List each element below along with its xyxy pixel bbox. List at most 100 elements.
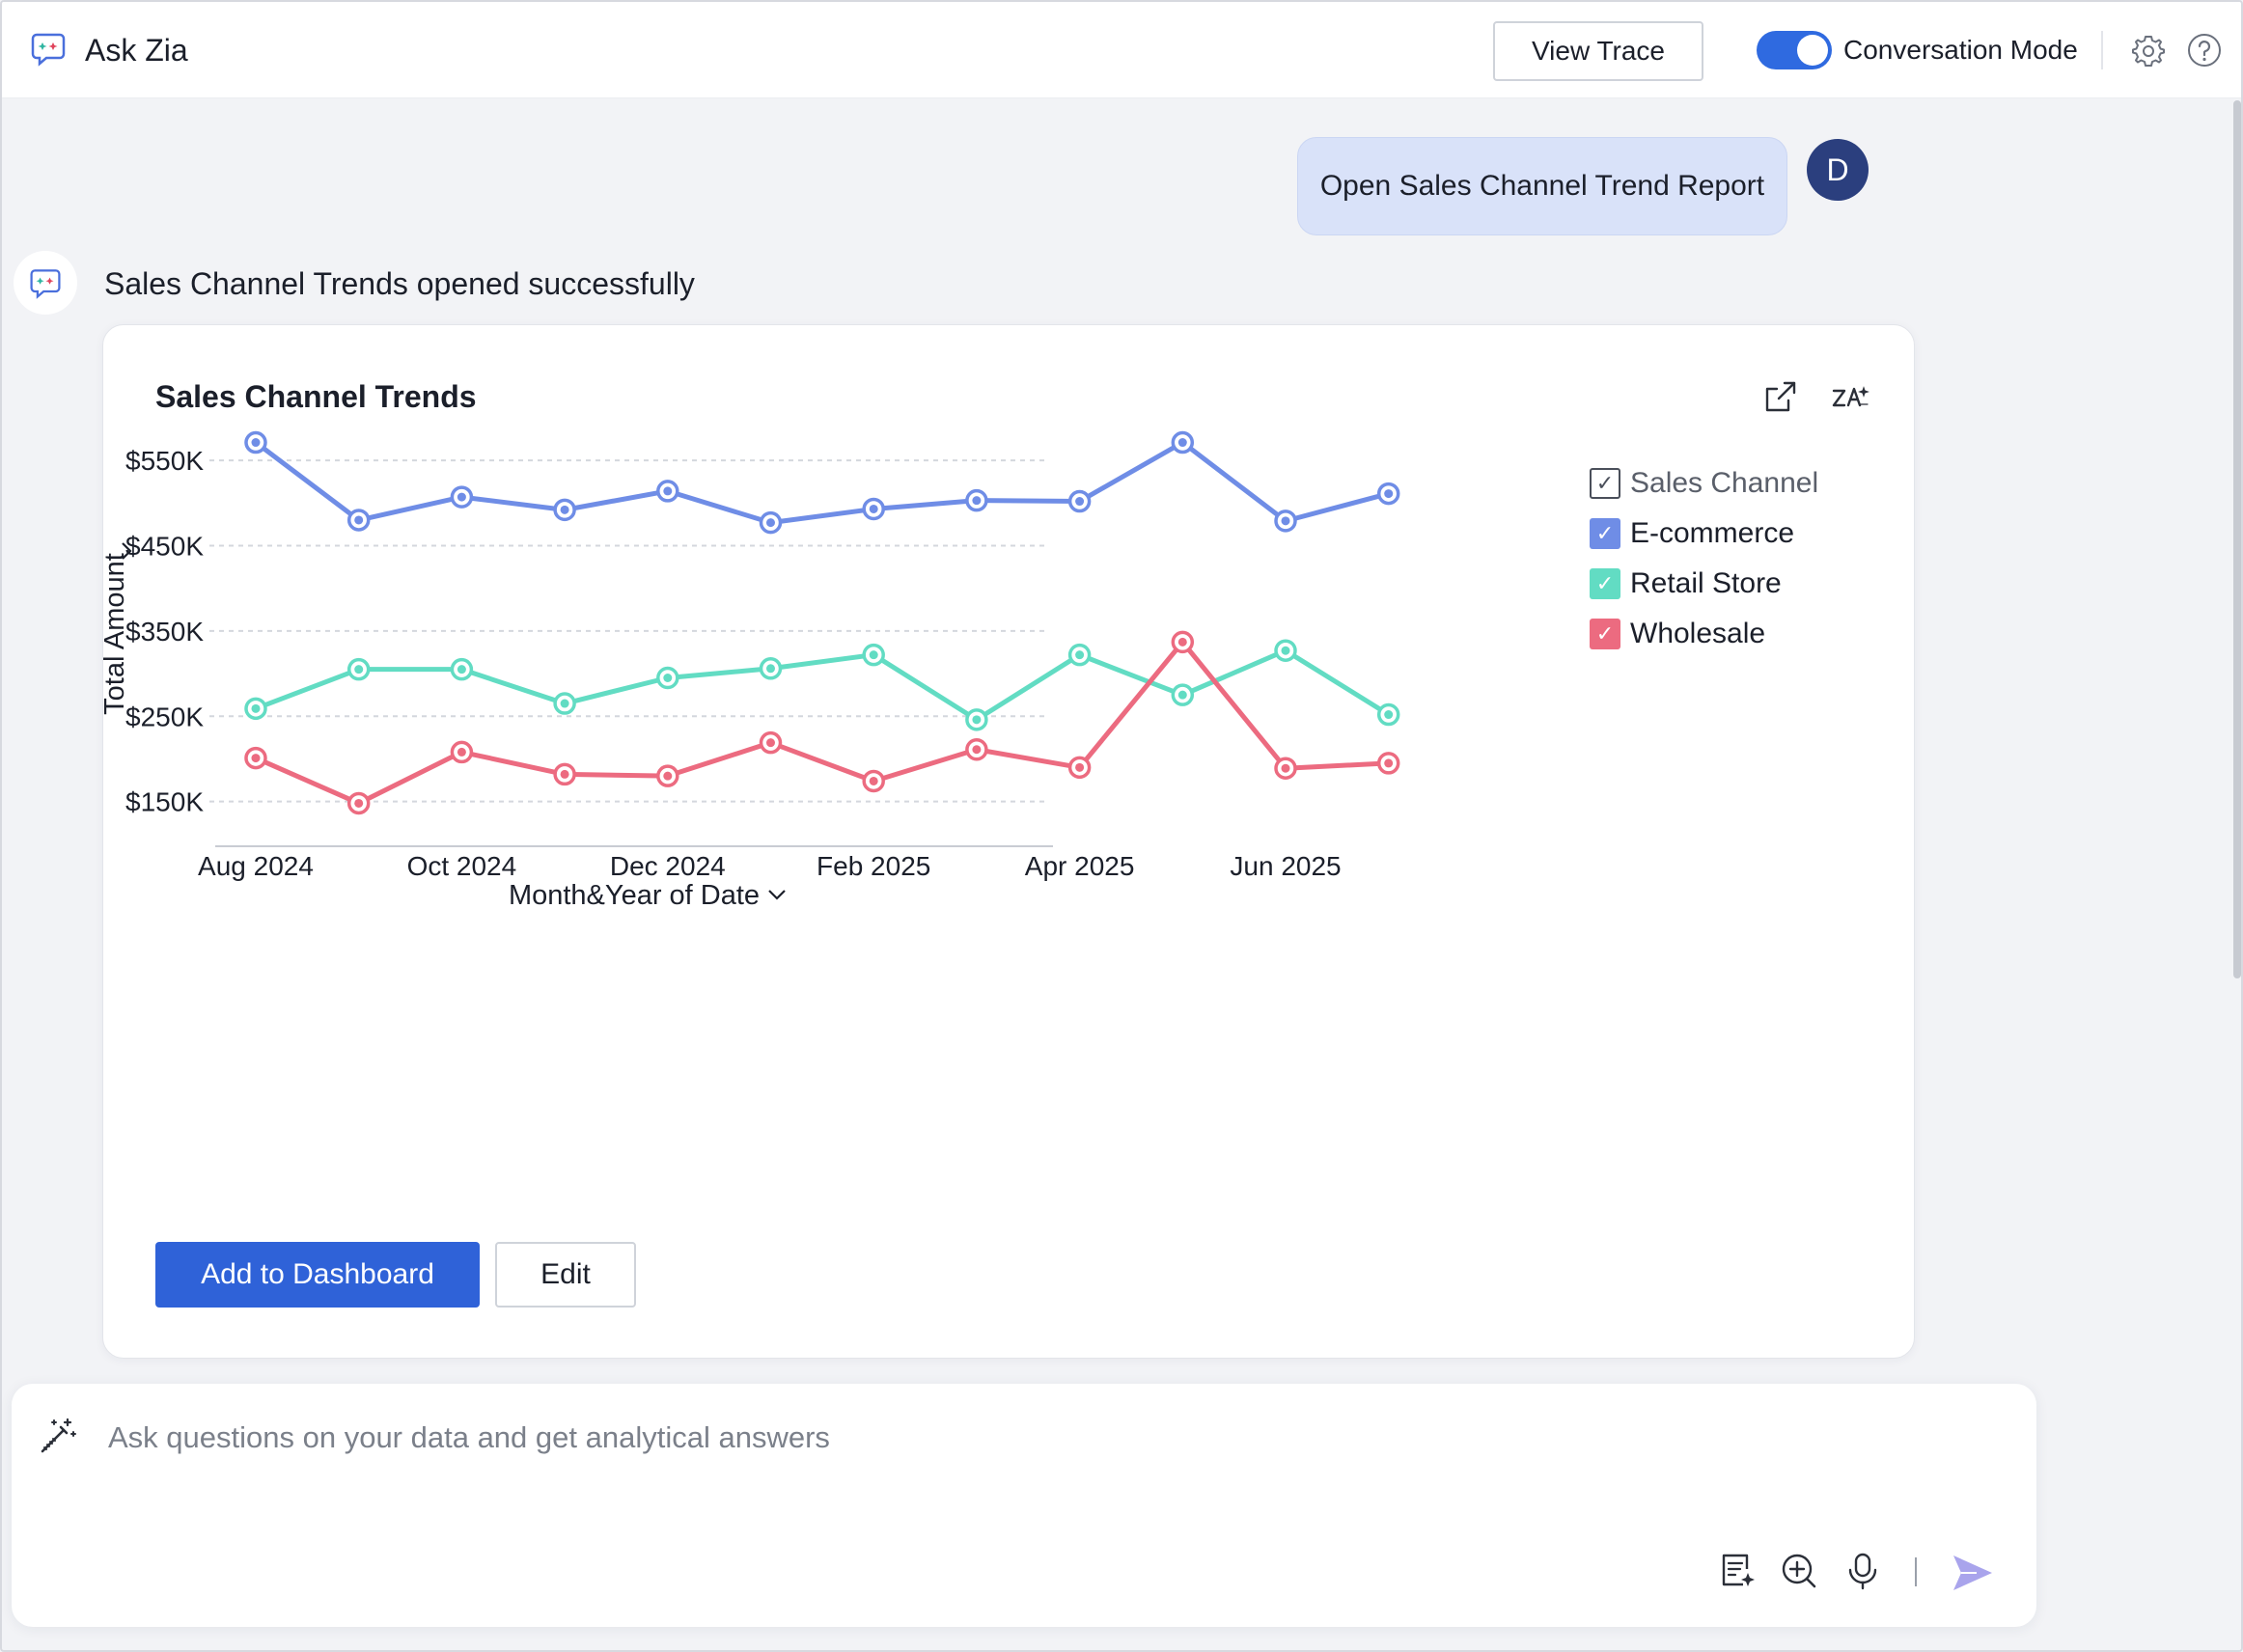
data-point-core-retail-store [1384, 710, 1394, 720]
data-point-core-retail-store [1075, 650, 1085, 660]
conversation-mode-label: Conversation Mode [1843, 35, 2078, 65]
y-tick-label: $250K [125, 702, 204, 731]
zoom-add-icon[interactable] [1778, 1550, 1820, 1592]
legend-label: E-commerce [1630, 517, 1795, 549]
data-point-core-wholesale [766, 738, 775, 748]
zia-insights-icon[interactable] [1829, 375, 1871, 418]
x-axis-chevron-icon [768, 890, 786, 900]
legend-checkbox-retail-store[interactable]: ✓ [1590, 568, 1620, 599]
data-point-core-e-commerce [1281, 516, 1290, 526]
data-point-core-wholesale [354, 798, 364, 808]
header-bar: Ask Zia View Trace Conversation Mode [2, 2, 2241, 98]
question-input[interactable]: Ask questions on your data and get analy… [108, 1420, 830, 1454]
legend-checkbox-master[interactable]: ✓ [1590, 468, 1620, 499]
data-point-core-e-commerce [972, 496, 982, 506]
data-point-core-e-commerce [1177, 438, 1187, 448]
series-line-e-commerce [253, 440, 1392, 526]
open-external-icon[interactable] [1759, 375, 1802, 418]
magic-wand-icon [35, 1415, 79, 1459]
legend-master-item[interactable]: ✓ Sales Channel [1590, 458, 1818, 509]
x-tick-label: Jun 2025 [1230, 851, 1341, 881]
data-point-core-e-commerce [560, 505, 569, 514]
data-point-core-retail-store [560, 699, 569, 708]
legend-item-ecommerce[interactable]: ✓ E-commerce [1590, 509, 1818, 559]
y-axis-title: Total Amount [103, 553, 130, 715]
data-point-core-e-commerce [766, 518, 775, 528]
x-tick-label: Dec 2024 [610, 851, 726, 881]
add-to-dashboard-button[interactable]: Add to Dashboard [155, 1242, 480, 1308]
data-point-core-wholesale [663, 771, 673, 781]
series-line-retail-store [253, 647, 1392, 723]
data-point-core-retail-store [869, 650, 878, 660]
zia-chat-icon [30, 269, 61, 299]
edit-button[interactable]: Edit [495, 1242, 636, 1308]
y-tick-label: $450K [125, 531, 204, 561]
data-point-core-retail-store [1281, 646, 1290, 655]
data-point-core-e-commerce [251, 438, 261, 448]
toolbar-divider [1915, 1557, 1917, 1586]
x-tick-label: Feb 2025 [817, 851, 930, 881]
ai-notes-icon[interactable] [1716, 1550, 1758, 1592]
data-point-core-retail-store [1177, 690, 1187, 700]
data-point-core-retail-store [972, 715, 982, 725]
help-icon[interactable] [2185, 31, 2224, 69]
zia-avatar [14, 251, 77, 315]
legend-item-retail-store[interactable]: ✓ Retail Store [1590, 559, 1818, 609]
chart-legend: ✓ Sales Channel ✓ E-commerce ✓ Retail St… [1590, 458, 1818, 659]
microphone-icon[interactable] [1841, 1550, 1884, 1592]
data-point-core-wholesale [972, 745, 982, 755]
conversation-mode-toggle[interactable] [1757, 31, 1832, 69]
legend-checkbox-ecommerce[interactable]: ✓ [1590, 518, 1620, 549]
legend-checkbox-wholesale[interactable]: ✓ [1590, 619, 1620, 649]
data-point-core-e-commerce [354, 515, 364, 525]
scrollbar[interactable] [2233, 100, 2241, 978]
user-avatar: D [1807, 139, 1869, 201]
data-point-core-wholesale [1177, 637, 1187, 647]
data-point-core-e-commerce [1384, 489, 1394, 499]
data-point-core-wholesale [1075, 762, 1085, 772]
y-axis-chevron-icon [122, 542, 132, 560]
data-point-core-e-commerce [869, 504, 878, 513]
data-point-core-retail-store [354, 665, 364, 675]
user-message-bubble: Open Sales Channel Trend Report [1297, 137, 1787, 235]
series-line-wholesale [253, 639, 1392, 806]
data-point-core-e-commerce [663, 486, 673, 496]
card-title: Sales Channel Trends [155, 379, 477, 414]
x-tick-label: Aug 2024 [198, 851, 314, 881]
legend-label: Wholesale [1630, 618, 1766, 649]
y-tick-label: $550K [125, 446, 204, 476]
question-input-panel[interactable]: Ask questions on your data and get analy… [12, 1384, 2036, 1627]
legend-label: Retail Store [1630, 567, 1782, 599]
x-axis-title: Month&Year of Date [509, 880, 760, 911]
data-point-core-wholesale [251, 754, 261, 763]
toggle-knob [1797, 35, 1828, 66]
send-icon[interactable] [1948, 1548, 1998, 1598]
app-title: Ask Zia [85, 33, 188, 68]
data-point-core-e-commerce [1075, 497, 1085, 507]
data-point-core-wholesale [1281, 763, 1290, 773]
brand: Ask Zia [29, 29, 188, 72]
data-point-core-retail-store [663, 674, 673, 682]
data-point-core-retail-store [457, 665, 466, 675]
data-point-core-retail-store [251, 703, 261, 713]
gear-icon[interactable] [2129, 31, 2168, 69]
y-tick-label: $150K [125, 787, 204, 817]
data-point-core-wholesale [1384, 758, 1394, 768]
data-point-core-wholesale [560, 769, 569, 779]
data-point-core-wholesale [457, 747, 466, 757]
data-point-core-retail-store [766, 664, 775, 674]
legend-item-wholesale[interactable]: ✓ Wholesale [1590, 609, 1818, 659]
data-point-core-wholesale [869, 776, 878, 785]
header-divider [2101, 31, 2103, 69]
x-tick-label: Oct 2024 [407, 851, 517, 881]
view-trace-button[interactable]: View Trace [1493, 21, 1703, 81]
y-tick-label: $350K [125, 617, 204, 647]
line-chart: $150K $250K $350K $450K $550K Aug 2024 Oct 202… [103, 430, 1400, 911]
bot-message: Sales Channel Trends opened successfully [104, 266, 695, 301]
x-tick-label: Apr 2025 [1025, 851, 1135, 881]
chart-card: Sales Channel Trends $150K $250K $350K $450… [102, 324, 1915, 1359]
data-point-core-e-commerce [457, 492, 466, 502]
zia-chat-icon [29, 29, 68, 72]
legend-title: Sales Channel [1630, 467, 1819, 499]
